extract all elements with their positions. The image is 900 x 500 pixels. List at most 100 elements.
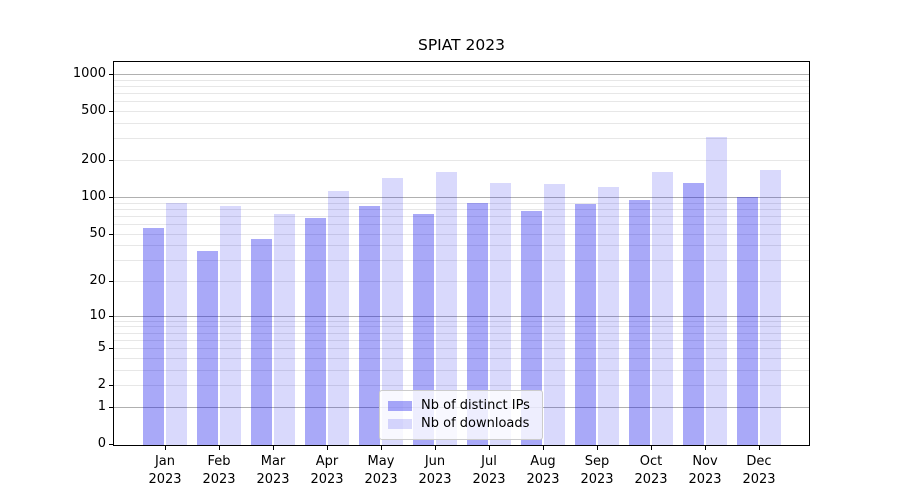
y-tick-mark (109, 233, 113, 235)
bar-ips-dec (737, 196, 758, 446)
legend-item-distinct-ips: Nb of distinct IPs (388, 397, 534, 414)
bar-ips-apr (305, 218, 326, 446)
bar-ips-jul (467, 202, 488, 446)
gridline-minor (113, 101, 810, 103)
bar-ips-sep (575, 203, 596, 446)
y-tick-label: 10 (89, 307, 106, 323)
y-tick-mark (109, 111, 113, 113)
x-tick-mark (219, 446, 220, 450)
gridline-minor (113, 369, 810, 371)
gridline-minor (113, 326, 810, 328)
bar-ips-jan (143, 228, 164, 446)
gridline-minor (113, 215, 810, 217)
y-tick-mark (109, 315, 113, 317)
gridline-major (113, 315, 810, 317)
bar-ips-jun (413, 214, 434, 446)
x-tick-label: Jul 2023 (472, 454, 506, 487)
gridline-major (113, 196, 810, 198)
gridline-minor (113, 93, 810, 95)
y-tick-label: 200 (81, 152, 106, 167)
gridline-minor (113, 138, 810, 140)
x-tick-label: Feb 2023 (202, 454, 236, 487)
chart-title: SPIAT 2023 (418, 36, 505, 54)
gridline-minor (113, 339, 810, 341)
bar-ips-feb (197, 250, 218, 446)
bar-downloads-jan (166, 202, 187, 446)
y-tick-mark (109, 406, 113, 408)
y-tick-mark (109, 160, 113, 161)
gridline-minor (113, 320, 810, 322)
plot-area (113, 61, 810, 446)
bar-downloads-sep (598, 187, 619, 446)
x-tick-mark (597, 446, 598, 450)
x-tick-mark (327, 446, 328, 450)
y-tick-label: 20 (89, 273, 106, 288)
bar-downloads-jun (436, 171, 457, 446)
x-tick-label: Nov 2023 (688, 454, 722, 487)
y-tick-label: 5 (97, 340, 106, 356)
x-tick-mark (273, 446, 274, 450)
x-tick-mark (165, 446, 166, 450)
x-tick-mark (651, 446, 652, 450)
bar-ips-aug (521, 210, 542, 446)
y-tick-label: 1000 (72, 66, 106, 81)
x-tick-mark (435, 446, 436, 450)
bar-downloads-mar (274, 214, 295, 446)
gridline-minor (113, 385, 810, 387)
bar-downloads-may (382, 178, 403, 446)
gridline-minor (113, 86, 810, 87)
legend-swatch-distinct-ips (388, 400, 412, 411)
bar-downloads-dec (760, 170, 781, 446)
x-tick-mark (489, 446, 490, 450)
x-tick-label: Jun 2023 (418, 454, 452, 487)
y-tick-label: 1 (97, 398, 106, 414)
y-tick-mark (109, 385, 113, 387)
y-tick-label: 100 (81, 188, 106, 204)
x-tick-label: Apr 2023 (310, 454, 344, 487)
gridline-minor (113, 357, 810, 359)
x-tick-label: Aug 2023 (526, 454, 560, 487)
gridline-minor (113, 160, 810, 161)
legend: Nb of distinct IPs Nb of downloads (379, 390, 543, 440)
bar-downloads-feb (220, 205, 241, 446)
x-tick-mark (381, 446, 382, 450)
bar-downloads-jul (490, 182, 511, 446)
gridline-major (113, 74, 810, 75)
y-tick-mark (109, 281, 113, 282)
legend-label-downloads: Nb of downloads (421, 416, 530, 431)
y-tick-label: 50 (89, 225, 106, 241)
bar-downloads-apr (328, 190, 349, 446)
x-tick-label: Dec 2023 (742, 454, 776, 487)
y-tick-mark (109, 444, 113, 445)
gridline-minor (113, 233, 810, 235)
gridline-minor (113, 332, 810, 334)
legend-item-downloads: Nb of downloads (388, 415, 534, 432)
bar-downloads-oct (652, 171, 673, 446)
gridline-minor (113, 281, 810, 282)
x-tick-mark (705, 446, 706, 450)
bar-downloads-nov (706, 136, 727, 446)
gridline-minor (113, 223, 810, 225)
x-tick-mark (543, 446, 544, 450)
y-tick-mark (109, 196, 113, 198)
legend-label-distinct-ips: Nb of distinct IPs (421, 398, 530, 413)
x-tick-label: Oct 2023 (634, 454, 668, 487)
gridline-minor (113, 260, 810, 262)
gridline-minor (113, 123, 810, 124)
x-tick-label: Sep 2023 (580, 454, 614, 487)
x-tick-label: May 2023 (364, 454, 398, 487)
bar-ips-may (359, 205, 380, 446)
y-tick-mark (109, 74, 113, 75)
y-tick-mark (109, 348, 113, 350)
gridline-minor (113, 79, 810, 81)
y-tick-label: 500 (81, 103, 106, 119)
legend-swatch-downloads (388, 418, 412, 429)
gridline-minor (113, 208, 810, 210)
gridline-minor (113, 111, 810, 113)
x-tick-label: Jan 2023 (148, 454, 182, 487)
gridline-minor (113, 245, 810, 247)
y-tick-label: 0 (97, 436, 106, 451)
gridline-minor (113, 202, 810, 204)
x-tick-label: Mar 2023 (256, 454, 290, 487)
